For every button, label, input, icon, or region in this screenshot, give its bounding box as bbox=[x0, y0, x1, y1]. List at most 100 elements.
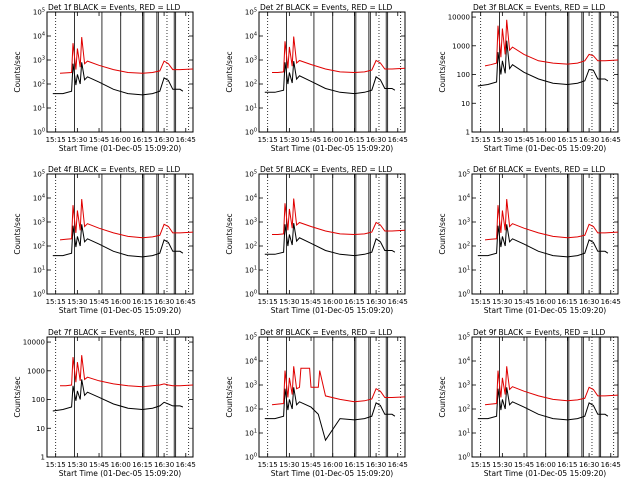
x-tick-label: 16:15 bbox=[132, 136, 152, 144]
x-tick-label: 16:30 bbox=[579, 461, 599, 469]
y-tick-label: 102 bbox=[245, 242, 257, 251]
x-tick-label: 15:30 bbox=[279, 298, 299, 306]
x-tick-label: 16:30 bbox=[366, 461, 386, 469]
y-tick-label: 100 bbox=[245, 290, 257, 299]
x-tick-label: 16:30 bbox=[366, 136, 386, 144]
x-tick-label: 15:30 bbox=[67, 461, 87, 469]
x-tick-label: 16:45 bbox=[601, 298, 621, 306]
y-tick-label: 105 bbox=[245, 333, 257, 342]
y-axis-label: Counts/sec bbox=[225, 213, 234, 254]
y-tick-label: 100 bbox=[33, 290, 45, 299]
x-tick-label: 16:30 bbox=[154, 461, 174, 469]
x-axis-label: Start Time (01-Dec-05 15:09:20) bbox=[271, 306, 393, 315]
y-tick-label: 103 bbox=[33, 218, 45, 227]
x-tick-label: 16:45 bbox=[176, 136, 196, 144]
y-tick-label: 102 bbox=[458, 242, 470, 251]
events-series-line bbox=[52, 379, 184, 412]
x-tick-label: 15:45 bbox=[301, 136, 321, 144]
x-axis-label: Start Time (01-Dec-05 15:09:20) bbox=[59, 469, 181, 478]
y-tick-label: 103 bbox=[245, 56, 257, 65]
x-tick-label: 16:00 bbox=[323, 298, 343, 306]
x-tick-label: 16:30 bbox=[154, 136, 174, 144]
y-tick-label: 104 bbox=[458, 357, 470, 366]
events-series-line bbox=[52, 224, 184, 258]
x-tick-label: 16:15 bbox=[344, 461, 364, 469]
x-tick-label: 16:00 bbox=[323, 461, 343, 469]
panel-title: Det 7f BLACK = Events, RED = LLD bbox=[48, 328, 181, 337]
y-tick-label: 102 bbox=[458, 405, 470, 414]
x-tick-label: 16:45 bbox=[388, 136, 408, 144]
y-tick-label: 1000 bbox=[27, 367, 45, 375]
y-axis-label: Counts/sec bbox=[438, 376, 447, 417]
x-tick-label: 16:30 bbox=[154, 298, 174, 306]
lld-series-line bbox=[272, 36, 406, 74]
x-tick-label: 15:15 bbox=[471, 298, 491, 306]
x-tick-label: 16:30 bbox=[579, 136, 599, 144]
x-tick-label: 16:00 bbox=[111, 298, 131, 306]
y-tick-label: 103 bbox=[458, 381, 470, 390]
x-axis-label: Start Time (01-Dec-05 15:09:20) bbox=[59, 306, 181, 315]
y-tick-label: 1 bbox=[41, 454, 45, 462]
x-tick-label: 15:45 bbox=[514, 461, 534, 469]
y-tick-label: 10000 bbox=[23, 339, 45, 347]
x-tick-label: 15:45 bbox=[89, 298, 109, 306]
x-tick-label: 15:30 bbox=[67, 136, 87, 144]
x-tick-label: 16:15 bbox=[557, 298, 577, 306]
x-tick-label: 16:00 bbox=[536, 298, 556, 306]
y-axis-label: Counts/sec bbox=[225, 376, 234, 417]
x-tick-label: 16:15 bbox=[344, 298, 364, 306]
y-tick-label: 104 bbox=[33, 194, 45, 203]
y-tick-label: 104 bbox=[245, 357, 257, 366]
lld-series-line bbox=[484, 199, 619, 241]
x-tick-label: 16:15 bbox=[557, 461, 577, 469]
y-tick-label: 100 bbox=[457, 71, 470, 79]
panel-title: Det 3f BLACK = Events, RED = LLD bbox=[473, 3, 606, 12]
events-series-line bbox=[264, 223, 396, 257]
y-tick-label: 10 bbox=[36, 425, 45, 433]
x-axis-label: Start Time (01-Dec-05 15:09:20) bbox=[484, 144, 606, 153]
x-tick-label: 15:15 bbox=[46, 461, 66, 469]
y-tick-label: 101 bbox=[33, 104, 45, 113]
y-tick-label: 104 bbox=[245, 32, 257, 41]
x-axis-label: Start Time (01-Dec-05 15:09:20) bbox=[484, 306, 606, 315]
y-tick-label: 105 bbox=[33, 170, 45, 179]
y-tick-label: 100 bbox=[32, 396, 45, 404]
y-tick-label: 105 bbox=[245, 170, 257, 179]
y-tick-label: 102 bbox=[33, 242, 45, 251]
x-tick-label: 15:15 bbox=[258, 136, 278, 144]
x-tick-label: 15:15 bbox=[471, 136, 491, 144]
y-tick-label: 105 bbox=[245, 8, 257, 17]
y-tick-label: 103 bbox=[33, 56, 45, 65]
x-tick-label: 16:00 bbox=[111, 136, 131, 144]
x-tick-label: 15:45 bbox=[514, 298, 534, 306]
x-axis-label: Start Time (01-Dec-05 15:09:20) bbox=[484, 469, 606, 478]
y-tick-label: 101 bbox=[458, 266, 470, 275]
y-tick-label: 101 bbox=[245, 429, 257, 438]
panel-title: Det 4f BLACK = Events, RED = LLD bbox=[48, 165, 181, 174]
x-tick-label: 16:45 bbox=[176, 298, 196, 306]
x-tick-label: 16:30 bbox=[366, 298, 386, 306]
y-axis-label: Counts/sec bbox=[13, 51, 22, 92]
y-axis-label: Counts/sec bbox=[13, 376, 22, 417]
events-series-line bbox=[477, 40, 609, 87]
x-tick-label: 15:30 bbox=[279, 136, 299, 144]
panel-title: Det 9f BLACK = Events, RED = LLD bbox=[473, 328, 606, 337]
events-series-line bbox=[477, 224, 609, 258]
x-tick-label: 15:15 bbox=[46, 136, 66, 144]
y-tick-label: 10000 bbox=[448, 14, 470, 22]
x-tick-label: 16:45 bbox=[601, 461, 621, 469]
x-axis-label: Start Time (01-Dec-05 15:09:20) bbox=[271, 469, 393, 478]
y-tick-label: 100 bbox=[458, 453, 470, 462]
x-tick-label: 16:00 bbox=[536, 461, 556, 469]
x-tick-label: 16:45 bbox=[388, 461, 408, 469]
y-tick-label: 102 bbox=[245, 405, 257, 414]
y-axis-label: Counts/sec bbox=[13, 213, 22, 254]
y-tick-label: 102 bbox=[33, 80, 45, 89]
x-tick-label: 15:30 bbox=[67, 298, 87, 306]
plot-frame bbox=[46, 11, 194, 133]
